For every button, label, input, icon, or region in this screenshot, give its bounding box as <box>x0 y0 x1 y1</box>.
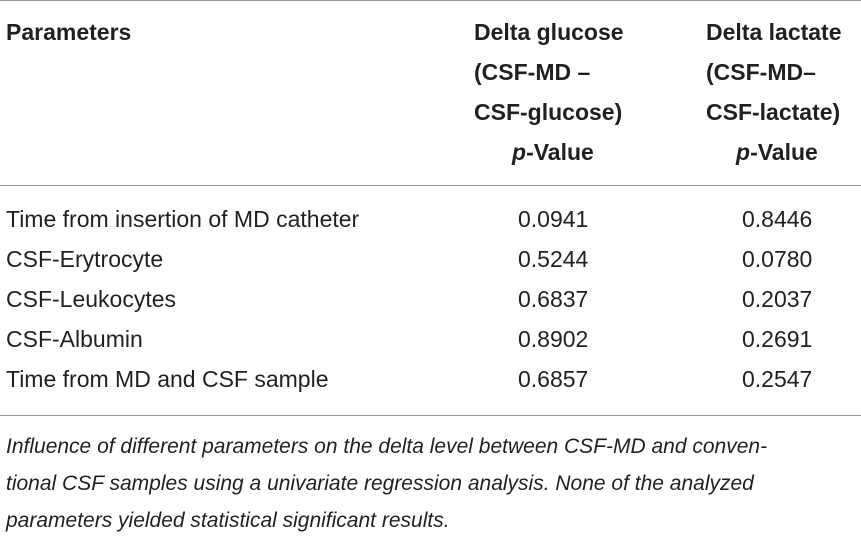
row-glucose-p: 0.6857 <box>518 366 589 392</box>
caption-line: parameters yielded statistical significa… <box>6 509 450 532</box>
row-parameter: CSF-Erytrocyte <box>6 246 164 272</box>
row-glucose-p: 0.0941 <box>518 206 589 232</box>
header-glucose-p-suffix: -Value <box>526 139 594 165</box>
caption-line: tional CSF samples using a univariate re… <box>6 472 754 495</box>
header-lactate-line2: (CSF-MD– <box>706 59 816 85</box>
row-parameter: CSF-Leukocytes <box>6 286 177 312</box>
table-row: CSF-Leukocytes 0.6837 0.2037 <box>0 279 861 319</box>
row-lactate-p: 0.2691 <box>742 326 813 352</box>
caption-line: Influence of different parameters on the… <box>6 435 768 458</box>
table-top-rule <box>0 0 861 1</box>
header-delta-glucose: Delta glucose (CSF-MD – CSF-glucose) p-V… <box>474 12 624 172</box>
header-glucose-line2: (CSF-MD – <box>474 59 591 85</box>
header-lactate-pvalue: p-Value <box>706 132 842 172</box>
header-glucose-pvalue: p-Value <box>474 132 624 172</box>
header-lactate-p-letter: p <box>736 139 751 165</box>
header-parameters: Parameters <box>6 12 131 52</box>
row-lactate-p: 0.2547 <box>742 366 813 392</box>
header-glucose-line3: CSF-glucose) <box>474 99 623 125</box>
header-lactate-p-suffix: -Value <box>750 139 818 165</box>
row-parameter: CSF-Albumin <box>6 326 143 352</box>
header-lactate-line3: CSF-lactate) <box>706 99 841 125</box>
row-lactate-p: 0.2037 <box>742 286 813 312</box>
row-parameter: Time from MD and CSF sample <box>6 366 329 392</box>
row-lactate-p: 0.0780 <box>742 246 813 272</box>
table-row: CSF-Albumin 0.8902 0.2691 <box>0 319 861 359</box>
row-glucose-p: 0.6837 <box>518 286 589 312</box>
table-bottom-rule <box>0 415 861 416</box>
table-header-rule <box>0 185 861 186</box>
table-caption: Influence of different parameters on the… <box>6 428 858 539</box>
header-parameters-label: Parameters <box>6 19 132 45</box>
table-row: Time from MD and CSF sample 0.6857 0.254… <box>0 359 861 399</box>
row-lactate-p: 0.8446 <box>742 206 813 232</box>
row-parameter: Time from insertion of MD catheter <box>6 206 360 232</box>
table-row: Time from insertion of MD catheter 0.094… <box>0 199 861 239</box>
row-glucose-p: 0.8902 <box>518 326 589 352</box>
header-lactate-line1: Delta lactate <box>706 19 842 45</box>
row-glucose-p: 0.5244 <box>518 246 589 272</box>
header-glucose-p-letter: p <box>512 139 527 165</box>
header-glucose-line1: Delta glucose <box>474 19 624 45</box>
header-delta-lactate: Delta lactate (CSF-MD– CSF-lactate) p-Va… <box>706 12 842 172</box>
table-row: CSF-Erytrocyte 0.5244 0.0780 <box>0 239 861 279</box>
